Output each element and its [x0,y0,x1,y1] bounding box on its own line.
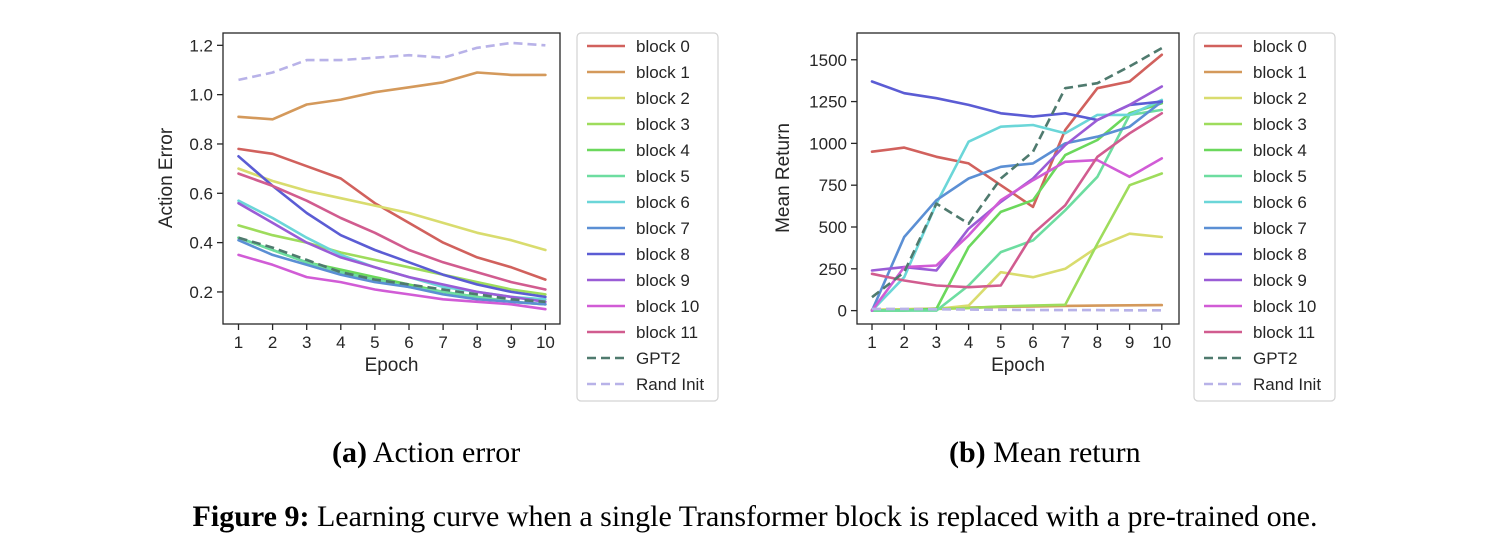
legend-label: block 9 [1253,271,1307,290]
legend-label: block 10 [636,297,699,316]
legend-label: Rand Init [636,375,704,394]
x-tick-label: 1 [234,333,243,352]
legend: block 0 block 1 block 2 block 3 block 4 block… [1193,32,1336,402]
legend-label: block 0 [1253,37,1307,56]
legend-label: block 8 [1253,245,1307,264]
legend-label: block 2 [636,89,690,108]
y-tick-label: 0.6 [189,184,213,203]
caption-a-text: Action error [366,436,521,469]
legend-label: block 3 [636,115,690,134]
figure-caption-text: Learning curve when a single Transformer… [309,500,1318,533]
x-tick-label: 7 [1060,333,1069,352]
series-line-rand-init [872,307,1162,312]
legend-label: block 7 [636,219,690,238]
y-tick-label: 1250 [809,93,847,112]
x-tick-label: 5 [996,333,1005,352]
x-tick-label: 7 [438,333,447,352]
legend-label: block 8 [636,245,690,264]
legend: block 0 block 1 block 2 block 3 block 4 block… [576,32,719,402]
x-axis-label: Epoch [991,355,1045,376]
series-line-block-10 [237,253,547,311]
series-line-block-3 [870,172,1164,312]
figure-caption-label: Figure 9: [192,500,310,533]
x-tick-label: 4 [964,333,973,352]
x-tick-label: 9 [1125,333,1134,352]
y-tick-label: 0.4 [189,234,213,253]
legend-label: block 1 [636,63,690,82]
caption-b-label: (b) [949,436,986,469]
legend-label: block 4 [636,141,690,160]
series-line-block-11 [870,112,1164,289]
x-tick-label: 8 [472,333,481,352]
chart-mean-return: 0 250 500 750 1000 1250 1500 1 2 3 4 5 6 7 8 9 10 Epoch Me… [773,32,1336,402]
legend-label: block 11 [636,323,698,342]
legend-label: block 6 [636,193,690,212]
legend-label: GPT2 [1253,349,1297,368]
y-tick-label: 0 [838,302,847,321]
legend-label: block 3 [1253,115,1307,134]
chart-action-error: 0.2 0.4 0.6 0.8 1.0 1.2 1 2 3 4 5 6 7 8 9 10 Epoch Action… [156,32,719,402]
legend-label: GPT2 [636,349,680,368]
legend-label: block 9 [636,271,690,290]
legend-label: Rand Init [1253,375,1321,394]
x-tick-label: 5 [370,333,379,352]
series-line-block-8 [237,155,547,299]
legend-label: block 4 [1253,141,1307,160]
y-tick-label: 250 [819,260,847,279]
series-line-rand-init [238,41,546,82]
y-tick-label: 500 [819,218,847,237]
x-tick-label: 10 [536,333,555,352]
series-line-block-11 [237,172,547,291]
series-line-block-1 [237,71,547,121]
legend-label: block 10 [1253,297,1316,316]
series-line-block-0 [870,53,1164,209]
series-line-block-2 [237,167,547,252]
caption-a: (a) Action error [332,436,520,470]
legend-label: block 1 [1253,63,1307,82]
y-tick-label: 1.2 [189,36,213,55]
plot-frame [222,32,561,325]
y-tick-label: 0.2 [189,283,213,302]
series-line-block-9 [237,201,547,304]
x-tick-label: 9 [507,333,516,352]
x-tick-label: 2 [899,333,908,352]
legend-label: block 11 [1253,323,1315,342]
x-tick-label: 6 [1028,333,1037,352]
x-tick-label: 3 [932,333,941,352]
series-line-block-0 [237,147,547,281]
x-axis-label: Epoch [365,355,419,376]
x-tick-label: 1 [867,333,876,352]
y-tick-label: 750 [819,176,847,195]
legend-label: block 5 [636,167,690,186]
plot-frame [856,32,1180,325]
legend-label: block 7 [1253,219,1307,238]
series-line-gpt2 [238,236,546,304]
y-axis-label: Action Error [156,127,177,228]
series-line-block-3 [237,224,547,296]
figure-caption: Figure 9: Learning curve when a single T… [0,500,1510,534]
legend-label: block 0 [636,37,690,56]
series-line-block-10 [870,157,1164,312]
y-tick-label: 1500 [809,51,847,70]
caption-b-text: Mean return [985,436,1141,469]
caption-a-label: (a) [332,436,367,469]
x-tick-label: 10 [1152,333,1171,352]
x-tick-label: 8 [1093,333,1102,352]
x-tick-label: 4 [336,333,345,352]
y-tick-label: 1.0 [189,86,213,105]
caption-b: (b) Mean return [949,436,1141,470]
y-tick-label: 1000 [809,134,847,153]
x-tick-label: 3 [302,333,311,352]
x-tick-label: 6 [404,333,413,352]
legend-label: block 5 [1253,167,1307,186]
legend-label: block 6 [1253,193,1307,212]
y-axis-label: Mean Return [773,123,794,233]
series-line-gpt2 [871,46,1163,299]
legend-label: block 2 [1253,89,1307,108]
y-tick-label: 0.8 [189,135,213,154]
x-tick-label: 2 [268,333,277,352]
series-line-block-7 [237,238,547,306]
